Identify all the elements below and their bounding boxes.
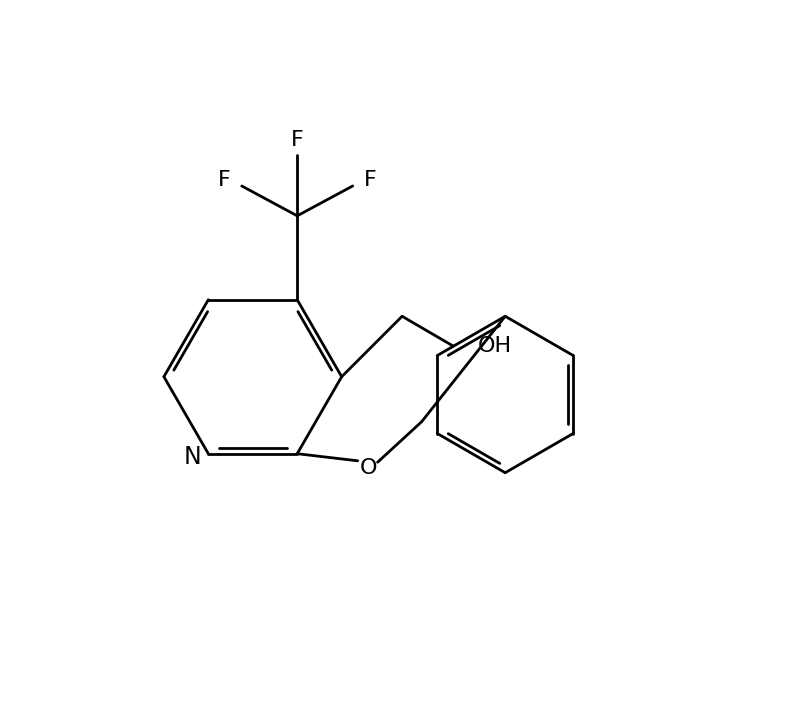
- Text: F: F: [291, 130, 303, 150]
- Text: O: O: [359, 458, 377, 478]
- Text: F: F: [364, 170, 377, 190]
- Text: F: F: [217, 170, 231, 190]
- Text: OH: OH: [478, 336, 513, 356]
- Text: N: N: [184, 445, 201, 469]
